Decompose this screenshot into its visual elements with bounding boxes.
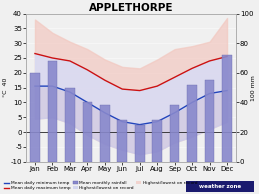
Bar [48, 61, 57, 162]
Bar [135, 125, 145, 162]
Bar [83, 102, 92, 162]
Bar [187, 85, 197, 162]
Bar [30, 73, 40, 162]
Title: APPLETHORPE: APPLETHORPE [89, 3, 173, 13]
Legend: Mean daily minimum temp, Mean daily maximum temp, Mean monthly rainfall, Highest: Mean daily minimum temp, Mean daily maxi… [2, 179, 199, 192]
Bar [65, 88, 75, 162]
Text: weather zone: weather zone [199, 184, 241, 189]
Bar [205, 80, 214, 162]
Bar [100, 105, 110, 162]
Y-axis label: 100 mm: 100 mm [251, 75, 256, 100]
Y-axis label: °C  40: °C 40 [3, 78, 8, 97]
Bar [222, 55, 232, 162]
Bar [152, 120, 162, 162]
Bar [118, 120, 127, 162]
Bar [170, 105, 179, 162]
